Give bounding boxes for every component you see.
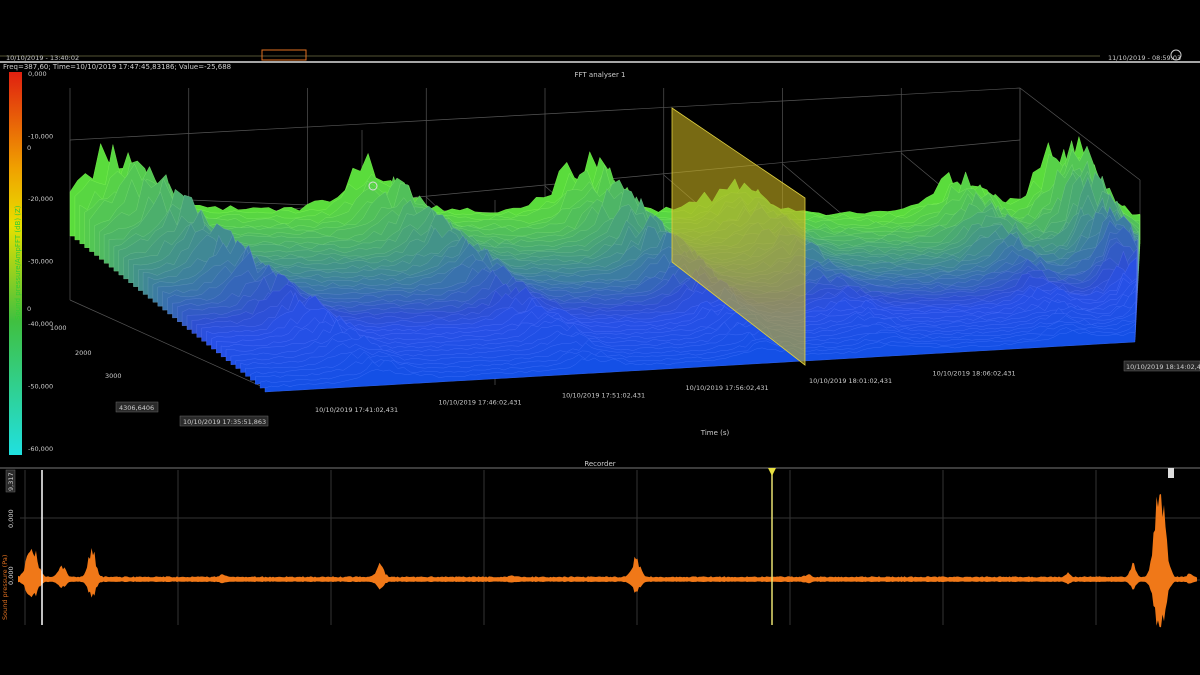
recorder-end-handle[interactable]: [1168, 468, 1174, 478]
fft-title: FFT analyser 1: [574, 71, 625, 79]
recorder-tick-mid: 0,000: [7, 566, 15, 585]
scale-label: -10,000: [28, 133, 53, 141]
time-start-box: [179, 415, 269, 427]
timeline-selection[interactable]: [261, 49, 307, 61]
time-start-label: 10/10/2019 17:35:51,863: [183, 418, 266, 426]
time-label: 10/10/2019 18:06:02,431: [933, 370, 1016, 378]
timeline-start: 10/10/2019 - 13:40:02: [6, 54, 79, 62]
recorder-max: 9,317: [7, 472, 15, 491]
scale-label: -40,000: [28, 320, 53, 328]
scale-label: -30,000: [28, 258, 53, 266]
time-axis-label: Time (s): [700, 429, 730, 437]
time-label: 10/10/2019 17:46:02,431: [439, 399, 522, 407]
z-label: Sound pressure/AmpFFT (dB) (Z): [14, 205, 22, 320]
spectrum-surface: [264, 330, 1136, 393]
color-scale: [9, 72, 22, 455]
time-end-label: 10/10/2019 18:14:02,4: [1126, 363, 1200, 371]
grid-line: [69, 87, 1021, 141]
freq-label: 1000: [50, 324, 67, 332]
status: Freq=387,60; Time=10/10/2019 17:47:45,83…: [3, 63, 231, 71]
recorder-cursor-handle[interactable]: [768, 468, 776, 476]
recorder-tick-top: 0,000: [7, 509, 15, 528]
recorder-y-label: Sound pressure (Pa): [1, 555, 9, 620]
scale-marker: 0: [27, 305, 31, 313]
grid-line: [69, 299, 266, 389]
scale-label: -20,000: [28, 195, 53, 203]
recorder-title: Recorder: [584, 460, 615, 468]
freq-label: 2000: [75, 349, 92, 357]
freq-cursor-box: [115, 401, 159, 413]
scale-label: 0,000: [28, 70, 47, 78]
time-label: 10/10/2019 17:51:02,431: [562, 391, 645, 399]
time-label: 10/10/2019 18:01:02,431: [809, 377, 892, 385]
time-cursor-plane[interactable]: [671, 107, 806, 366]
grid-line: [1019, 87, 1141, 181]
time-label: 10/10/2019 17:56:02,431: [686, 384, 769, 392]
time-end-box: [1123, 360, 1200, 372]
recorder-max-box: [5, 469, 16, 493]
freq-label: 3000: [105, 372, 122, 380]
freq-cursor[interactable]: [368, 181, 378, 191]
timeline-end: 11/10/2019 - 08:59:03: [1108, 54, 1181, 62]
freq-cursor-label: 4306,6406: [119, 404, 154, 412]
clock-icon[interactable]: [1170, 49, 1182, 61]
scale-marker: 0: [27, 144, 31, 152]
time-label: 10/10/2019 17:41:02,431: [315, 406, 398, 414]
scale-label: -50,000: [28, 383, 53, 391]
scale-label: -60,000: [28, 445, 53, 453]
